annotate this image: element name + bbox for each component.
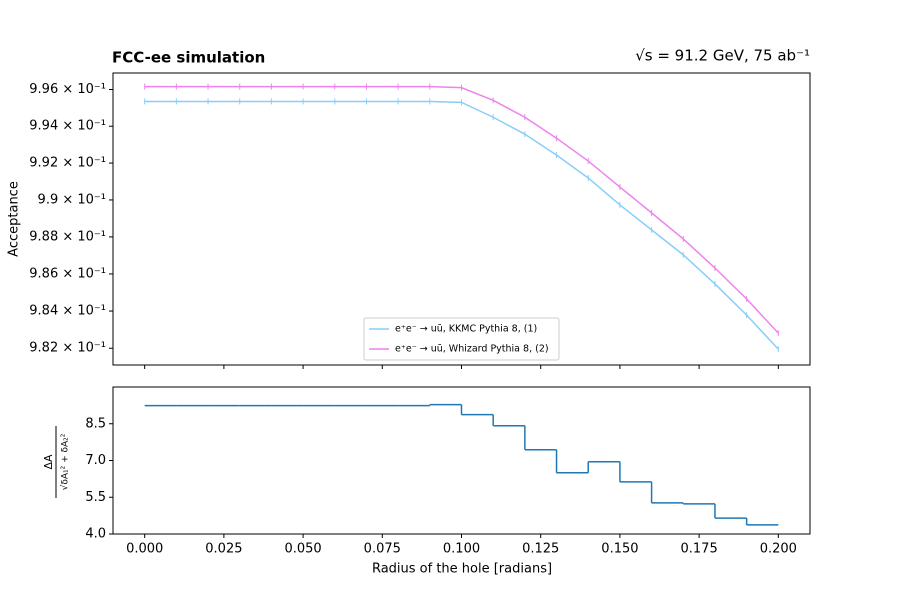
series-line bbox=[144, 100, 779, 350]
y-axis-label: Acceptance bbox=[7, 181, 22, 257]
y-tick-label: 7.0 bbox=[85, 453, 106, 468]
x-tick-label: 0.075 bbox=[364, 542, 401, 557]
y-tick-label: 9.86 × 10⁻¹ bbox=[29, 266, 106, 281]
x-tick-label: 0.100 bbox=[443, 542, 480, 557]
y-tick-label: 9.94 × 10⁻¹ bbox=[29, 119, 106, 134]
x-axis-label: Radius of the hole [radians] bbox=[372, 562, 552, 577]
y-tick-label: 8.5 bbox=[85, 416, 106, 431]
y-axis-label-denominator: √δA₁² + δA₂² bbox=[60, 433, 71, 490]
x-tick-label: 0.200 bbox=[760, 542, 797, 557]
x-tick-label: 0.000 bbox=[126, 542, 163, 557]
x-tick-label: 0.125 bbox=[522, 542, 559, 557]
y-tick-label: 9.82 × 10⁻¹ bbox=[29, 341, 106, 356]
chart-subtitle: √s = 91.2 GeV, 75 ab⁻¹ bbox=[635, 47, 810, 65]
y-tick-label: 9.88 × 10⁻¹ bbox=[29, 229, 106, 244]
legend-label: e⁺e⁻ → uū, Whizard Pythia 8, (2) bbox=[395, 344, 549, 355]
y-tick-label: 9.96 × 10⁻¹ bbox=[29, 82, 106, 97]
y-tick-label: 9.92 × 10⁻¹ bbox=[29, 156, 106, 171]
x-tick-label: 0.025 bbox=[205, 542, 242, 557]
x-tick-label: 0.050 bbox=[284, 542, 321, 557]
y-tick-label: 4.0 bbox=[85, 527, 106, 542]
chart-title: FCC-ee simulation bbox=[112, 49, 265, 67]
y-tick-label: 9.9 × 10⁻¹ bbox=[38, 192, 106, 207]
x-tick-label: 0.175 bbox=[681, 542, 718, 557]
y-axis-label-group: ΔA √δA₁² + δA₂² bbox=[42, 426, 71, 498]
legend-label: e⁺e⁻ → uū, KKMC Pythia 8, (1) bbox=[395, 324, 537, 335]
legend-box bbox=[363, 317, 560, 361]
series-line bbox=[144, 85, 779, 334]
y-axis-label-numerator: ΔA bbox=[42, 454, 55, 470]
y-tick-label: 9.84 × 10⁻¹ bbox=[29, 304, 106, 319]
y-tick-label: 5.5 bbox=[85, 490, 106, 505]
x-tick-label: 0.150 bbox=[601, 542, 638, 557]
